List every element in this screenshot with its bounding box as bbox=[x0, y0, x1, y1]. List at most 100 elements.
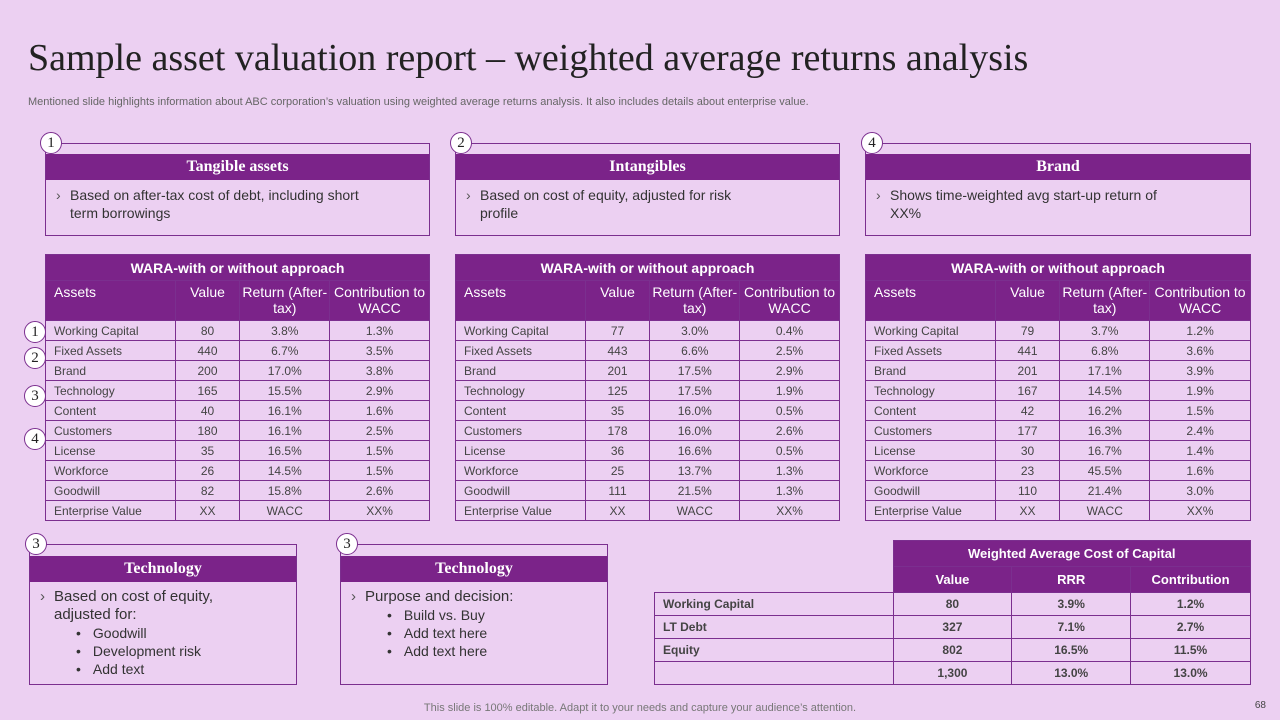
table-cell: License bbox=[865, 440, 996, 461]
table-cell: 16.1% bbox=[239, 420, 331, 441]
table-cell: 1.5% bbox=[329, 440, 430, 461]
column-header: Return (After-tax) bbox=[1059, 280, 1151, 321]
table-cell: 7.1% bbox=[1011, 615, 1132, 639]
table-row: Enterprise Value XX WACC XX% bbox=[45, 500, 430, 521]
table-cell: LT Debt bbox=[654, 615, 894, 639]
table-cell: 3.8% bbox=[329, 360, 430, 381]
table-cell: Customers bbox=[865, 420, 996, 441]
table-row: Goodwill 111 21.5% 1.3% bbox=[455, 480, 840, 501]
table-cell: 79 bbox=[994, 320, 1061, 341]
table-row: Brand 201 17.1% 3.9% bbox=[865, 360, 1251, 381]
card-technology-1: Technology › Based on cost of equity, adj… bbox=[29, 544, 297, 685]
table-cell: 42 bbox=[994, 400, 1061, 421]
card-heading: Tangible assets bbox=[46, 154, 429, 180]
table-cell: 15.8% bbox=[239, 480, 331, 501]
card-text: Shows time-weighted avg start-up return … bbox=[890, 187, 1157, 221]
table-row: Working Capital 79 3.7% 1.2% bbox=[865, 320, 1251, 341]
wara-table-2: WARA-with or without approach Assets Val… bbox=[455, 254, 840, 521]
table-cell: 178 bbox=[584, 420, 651, 441]
table-cell: Fixed Assets bbox=[455, 340, 586, 361]
table-title: WARA-with or without approach bbox=[455, 254, 840, 281]
table-cell: 3.8% bbox=[239, 320, 331, 341]
table-cell: 802 bbox=[892, 638, 1013, 662]
table-cell: 35 bbox=[174, 440, 241, 461]
table-cell: Goodwill bbox=[455, 480, 586, 501]
table-cell: 1.2% bbox=[1130, 592, 1251, 616]
table-cell: 16.5% bbox=[1011, 638, 1132, 662]
card-tangible-assets: Tangible assets › Based on after-tax cost… bbox=[45, 143, 430, 236]
table-cell: 82 bbox=[174, 480, 241, 501]
table-cell: Enterprise Value bbox=[455, 500, 586, 521]
table-cell: 3.0% bbox=[649, 320, 741, 341]
table-cell: Content bbox=[45, 400, 176, 421]
table-cell: 2.4% bbox=[1149, 420, 1251, 441]
table-cell: XX bbox=[994, 500, 1061, 521]
table-cell: License bbox=[455, 440, 586, 461]
table-row: License 30 16.7% 1.4% bbox=[865, 440, 1251, 461]
list-item: Add text here bbox=[387, 642, 597, 660]
table-row: 1,300 13.0% 13.0% bbox=[654, 661, 1251, 685]
card-heading: Technology bbox=[341, 556, 607, 582]
table-cell: 13.0% bbox=[1011, 661, 1132, 685]
table-cell: 2.5% bbox=[329, 420, 430, 441]
table-cell: 1.3% bbox=[739, 460, 840, 481]
table-cell: 16.0% bbox=[649, 400, 741, 421]
table-cell: Workforce bbox=[865, 460, 996, 481]
table-cell: 1.6% bbox=[329, 400, 430, 421]
table-cell: 1.9% bbox=[739, 380, 840, 401]
table-cell: XX% bbox=[739, 500, 840, 521]
table-row: Workforce 26 14.5% 1.5% bbox=[45, 460, 430, 481]
table-row: Content 35 16.0% 0.5% bbox=[455, 400, 840, 421]
list-item: Add text here bbox=[387, 624, 597, 642]
table-cell: Content bbox=[865, 400, 996, 421]
table-row: Working Capital 80 3.9% 1.2% bbox=[654, 592, 1251, 616]
card-intangibles: Intangibles › Based on cost of equity, ad… bbox=[455, 143, 840, 236]
table-cell: Goodwill bbox=[45, 480, 176, 501]
card-text: Based on cost of equity, adjusted for ri… bbox=[480, 187, 732, 221]
table-cell: Working Capital bbox=[455, 320, 586, 341]
table-cell: 440 bbox=[174, 340, 241, 361]
table-row: Technology 125 17.5% 1.9% bbox=[455, 380, 840, 401]
table-row: Fixed Assets 443 6.6% 2.5% bbox=[455, 340, 840, 361]
list-item: Development risk bbox=[76, 642, 286, 660]
table-row: Customers 180 16.1% 2.5% bbox=[45, 420, 430, 441]
table-cell: Enterprise Value bbox=[865, 500, 996, 521]
table-cell: 1.5% bbox=[1149, 400, 1251, 421]
table-cell: 1.3% bbox=[329, 320, 430, 341]
card-number-badge: 2 bbox=[450, 132, 472, 154]
table-row: Workforce 25 13.7% 1.3% bbox=[455, 460, 840, 481]
card-number-badge: 4 bbox=[861, 132, 883, 154]
wacc-table: Weighted Average Cost of Capital Value R… bbox=[654, 540, 1252, 685]
table-cell: 441 bbox=[994, 340, 1061, 361]
table-cell: 1.4% bbox=[1149, 440, 1251, 461]
card-list: Goodwill Development risk Add text bbox=[40, 624, 286, 678]
table-cell: 16.1% bbox=[239, 400, 331, 421]
row-marker: 2 bbox=[24, 347, 46, 369]
column-header: Value bbox=[584, 280, 651, 321]
table-cell: 3.0% bbox=[1149, 480, 1251, 501]
table-cell: 17.5% bbox=[649, 360, 741, 381]
column-header: Assets bbox=[865, 280, 996, 321]
table-cell: Technology bbox=[45, 380, 176, 401]
table-cell: 2.6% bbox=[739, 420, 840, 441]
table-cell: Content bbox=[455, 400, 586, 421]
card-number-badge: 1 bbox=[40, 132, 62, 154]
table-cell: Brand bbox=[45, 360, 176, 381]
table-cell: 1.5% bbox=[329, 460, 430, 481]
table-title: Weighted Average Cost of Capital bbox=[892, 540, 1252, 567]
table-cell: 16.3% bbox=[1059, 420, 1151, 441]
table-row: Working Capital 77 3.0% 0.4% bbox=[455, 320, 840, 341]
table-cell: Fixed Assets bbox=[45, 340, 176, 361]
chevron-right-icon: › bbox=[56, 187, 61, 203]
table-cell: Fixed Assets bbox=[865, 340, 996, 361]
table-cell: 17.1% bbox=[1059, 360, 1151, 381]
table-row: Fixed Assets 440 6.7% 3.5% bbox=[45, 340, 430, 361]
table-cell: 201 bbox=[994, 360, 1061, 381]
table-cell: Brand bbox=[865, 360, 996, 381]
table-row: Equity 802 16.5% 11.5% bbox=[654, 638, 1251, 662]
column-header: Value bbox=[174, 280, 241, 321]
column-header: Contribution to WACC bbox=[329, 280, 430, 321]
table-cell: 17.5% bbox=[649, 380, 741, 401]
column-header: Value bbox=[892, 566, 1013, 593]
table-cell: 14.5% bbox=[1059, 380, 1151, 401]
